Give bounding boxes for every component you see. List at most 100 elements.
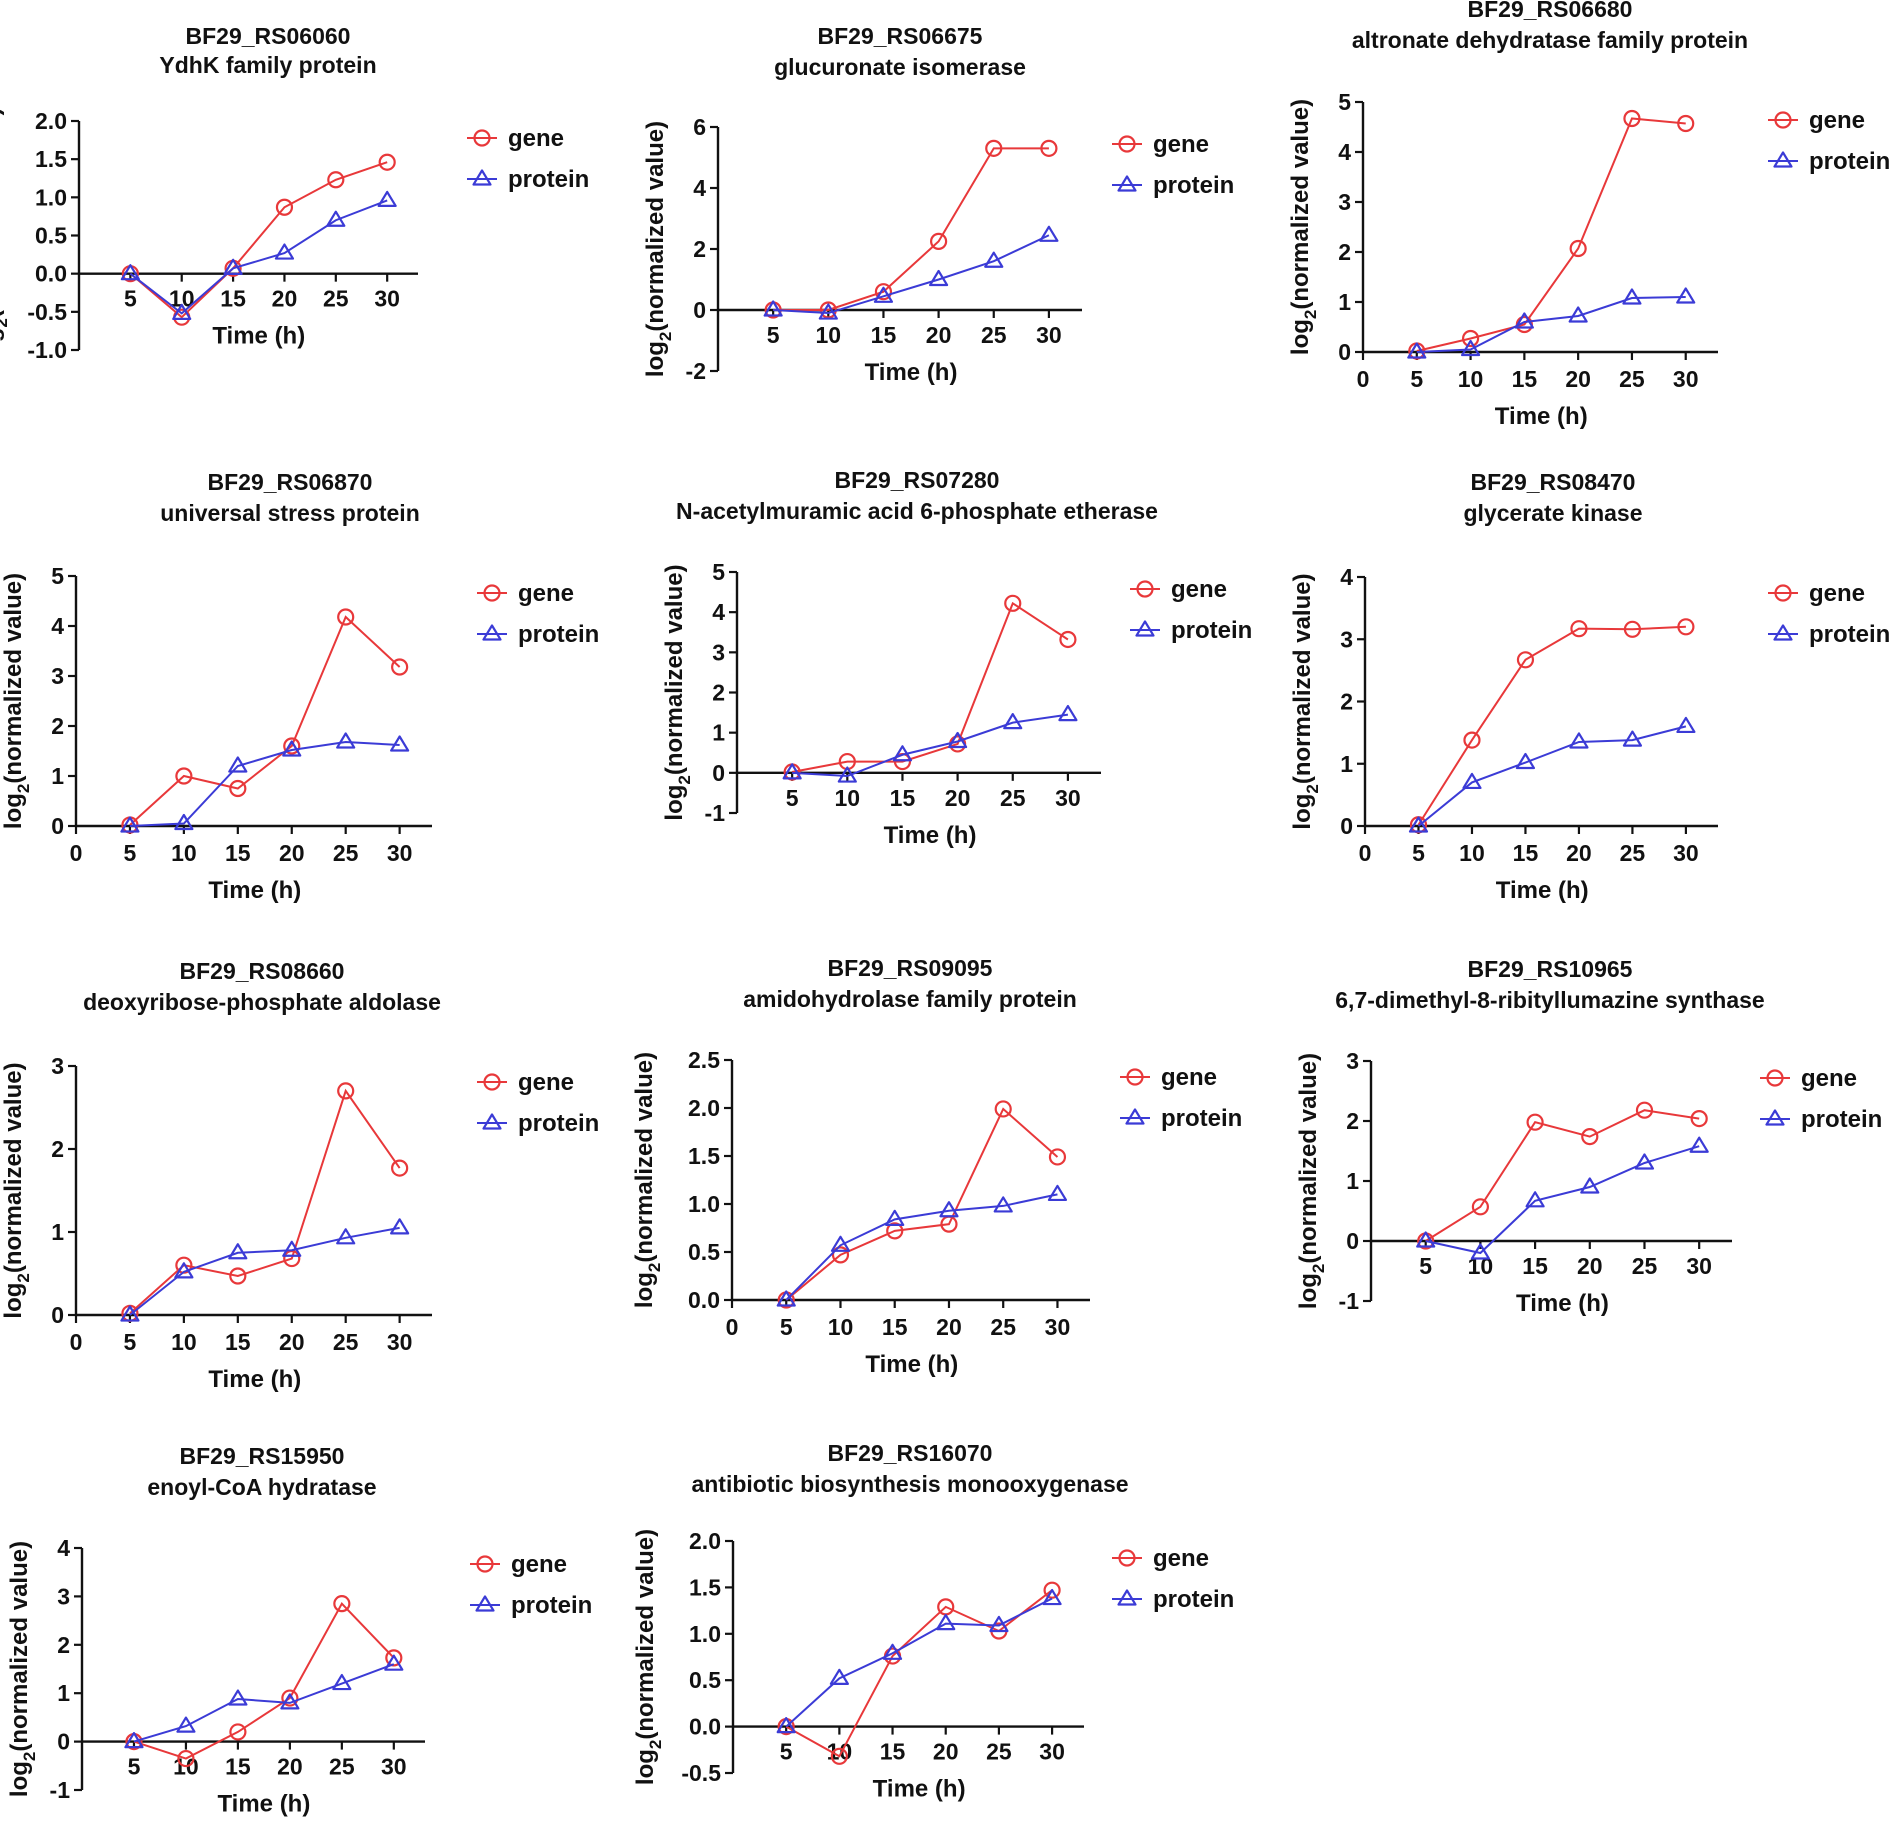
x-tick-label: 15 <box>1512 366 1538 392</box>
legend-label: gene <box>518 1069 574 1096</box>
y-tick-label: 6 <box>693 114 706 140</box>
protein-point <box>1568 306 1588 323</box>
chart-title: BF29_RS06870 <box>208 469 373 495</box>
y-tick-label: 5 <box>51 563 64 589</box>
x-tick-label: 15 <box>882 1314 908 1340</box>
chart-subtitle: amidohydrolase family protein <box>743 986 1077 1012</box>
y-tick-label: 2.0 <box>688 1095 720 1121</box>
protein-point <box>390 1218 410 1235</box>
protein-point <box>1003 713 1023 730</box>
legend-circle-icon <box>483 584 501 602</box>
chart-panel-8: BF29_RS09095 amidohydrolase family protei… <box>631 955 1242 1378</box>
protein-point <box>936 1613 956 1631</box>
y-tick-label: 2 <box>51 713 64 739</box>
chart-subtitle: universal stress protein <box>160 500 420 526</box>
protein-point <box>1676 716 1696 734</box>
x-tick-label: 25 <box>986 1739 1012 1765</box>
gene-point <box>327 171 345 189</box>
x-tick-label: 30 <box>1045 1314 1071 1340</box>
x-tick-label: 20 <box>279 1329 305 1355</box>
y-label-rest: (normalized value) <box>1289 573 1316 784</box>
x-tick-label: 25 <box>333 1329 359 1355</box>
protein-point <box>763 300 783 317</box>
gene-point <box>1526 1113 1544 1131</box>
y-tick-label: 1.5 <box>689 1574 721 1600</box>
chart-subtitle: enoyl-CoA hydratase <box>147 1474 376 1500</box>
protein-point <box>390 735 410 752</box>
legend-label: gene <box>1171 576 1227 603</box>
x-tick-label: 5 <box>780 1739 793 1765</box>
y-tick-label: 1.0 <box>688 1191 720 1217</box>
legend-item-protein: protein <box>1768 621 1890 648</box>
chart-panel-3: BF29_RS06680 altronate dehydratase family… <box>1287 0 1890 430</box>
y-label-subscript: 2 <box>645 1263 664 1272</box>
y-tick-label: 1 <box>51 1219 64 1245</box>
y-axis-label: log2(normalized value) <box>6 1541 39 1797</box>
series-line-protein <box>773 234 1050 315</box>
gene-point <box>1623 620 1642 638</box>
y-tick-label: 3 <box>1346 1048 1359 1074</box>
series-line-gene <box>791 601 1069 774</box>
x-tick-label: 25 <box>323 286 349 312</box>
x-tick-label: 20 <box>272 286 298 312</box>
protein-point <box>984 251 1004 268</box>
y-tick-label: 0.0 <box>688 1287 720 1313</box>
chart-panel-10: BF29_RS15950 enoyl-CoA hydratase -1 0 1 2 3 4 5 1… <box>6 1443 592 1818</box>
series-line-gene <box>785 1107 1059 1301</box>
protein-point <box>228 1689 248 1706</box>
legend-label: protein <box>518 1110 599 1137</box>
y-tick-label: 4 <box>693 175 706 201</box>
x-tick-label: 0 <box>726 1314 739 1340</box>
x-tick-label: 0 <box>1357 366 1370 392</box>
series-line-protein <box>792 713 1069 778</box>
y-axis-label: log2(normalized value) <box>661 564 694 820</box>
x-tick-label: 25 <box>1632 1253 1658 1279</box>
legend-label: gene <box>511 1551 567 1578</box>
legend-item-gene: gene <box>1130 576 1227 603</box>
chart-panel-4: BF29_RS06870 universal stress protein 0 1 2 3… <box>0 469 599 904</box>
legend-item-protein: protein <box>1130 617 1252 644</box>
chart-subtitle: 6,7-dimethyl-8-ribityllumazine synthase <box>1335 987 1764 1013</box>
x-tick-label: 20 <box>1577 1253 1603 1279</box>
protein-point <box>782 763 802 780</box>
series-line-protein <box>129 199 388 315</box>
gene-point <box>337 1082 355 1100</box>
y-label-rest: (normalized value) <box>6 1541 33 1752</box>
x-tick-label: 5 <box>1412 840 1425 866</box>
legend-triangle-icon <box>1135 620 1155 637</box>
x-tick-label: 10 <box>171 840 197 866</box>
legend-item-protein: protein <box>1112 172 1234 199</box>
y-tick-label: 2.0 <box>35 108 67 134</box>
chart-subtitle: antibiotic biosynthesis monooxygenase <box>691 1471 1128 1497</box>
protein-point <box>124 1731 144 1749</box>
y-tick-label: -1 <box>705 800 726 826</box>
gene-point <box>175 767 193 785</box>
x-tick-label: 25 <box>333 840 359 866</box>
protein-point <box>829 1668 849 1685</box>
legend-item-gene: gene <box>1112 131 1209 158</box>
y-label-log: log <box>0 1283 27 1319</box>
y-tick-label: 0 <box>712 760 725 786</box>
protein-point <box>172 303 192 320</box>
gene-point <box>886 1222 904 1240</box>
protein-point <box>1525 1191 1545 1208</box>
protein-point <box>228 756 248 773</box>
y-tick-label: 1 <box>1338 289 1351 315</box>
protein-point <box>1042 1588 1062 1606</box>
x-tick-label: 25 <box>990 1314 1016 1340</box>
x-axis-label: Time (h) <box>212 323 305 350</box>
protein-point <box>929 269 949 287</box>
y-tick-label: 4 <box>1338 139 1351 165</box>
protein-point <box>1622 288 1642 305</box>
gene-point <box>1690 1109 1708 1128</box>
series-line-gene <box>129 615 401 826</box>
y-tick-label: 0 <box>1346 1228 1359 1254</box>
legend-label: protein <box>1161 1105 1242 1132</box>
chart-panel-5: BF29_RS07280 N-acetylmuramic acid 6-phosp… <box>661 467 1252 849</box>
x-tick-label: 5 <box>786 785 799 811</box>
y-tick-label: 4 <box>51 613 64 639</box>
protein-point <box>1569 732 1589 749</box>
protein-point <box>282 1240 302 1257</box>
x-tick-label: 20 <box>277 1754 303 1780</box>
chart-title: BF29_RS06680 <box>1468 0 1633 22</box>
